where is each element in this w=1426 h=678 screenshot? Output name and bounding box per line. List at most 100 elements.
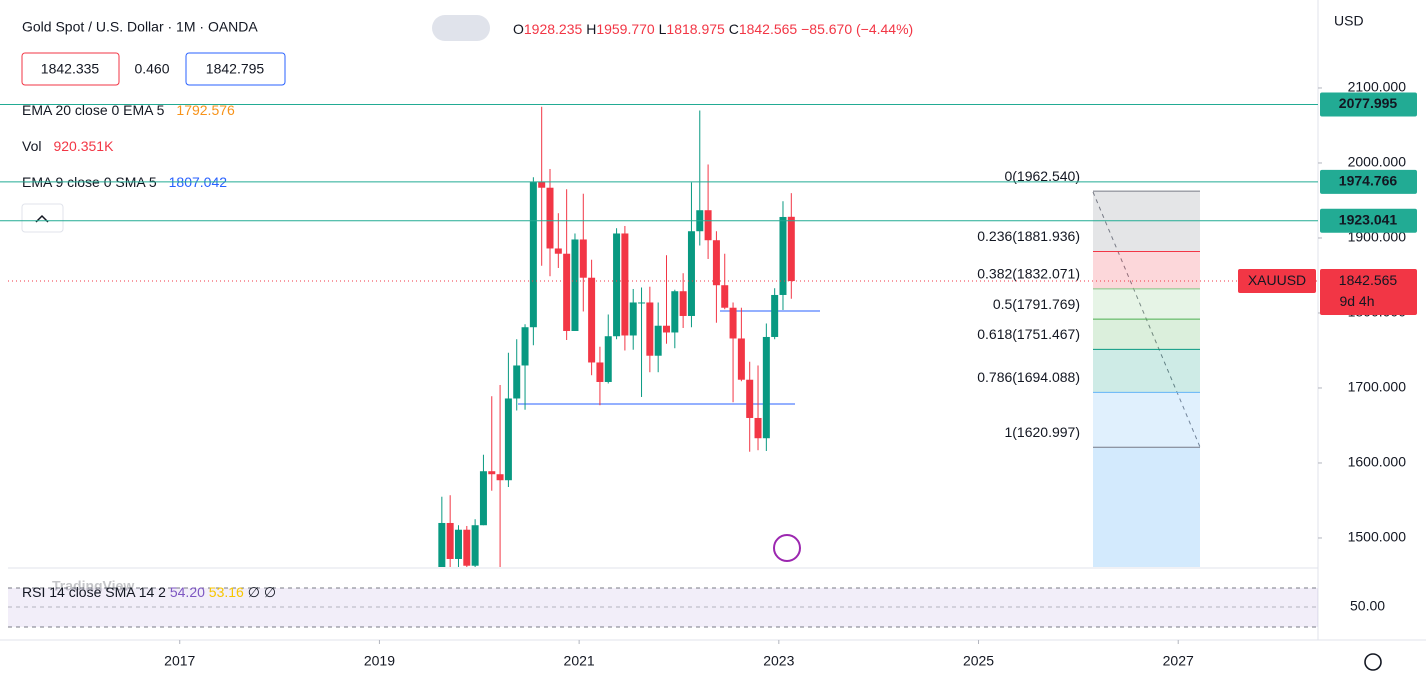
candle-body bbox=[604, 336, 612, 382]
rsi-value: ∅ bbox=[248, 584, 260, 600]
watermark: TradingView bbox=[52, 578, 134, 594]
candle-body bbox=[488, 471, 496, 475]
fib-label: 0.618(1751.467) bbox=[977, 326, 1080, 342]
settings-icon[interactable] bbox=[1364, 653, 1382, 671]
symbol-title: Gold Spot / U.S. Dollar · 1M · OANDA bbox=[22, 19, 258, 35]
candle-body bbox=[529, 181, 537, 328]
y-tick-label: 1500.000 bbox=[1348, 529, 1407, 545]
x-tick-label: 2017 bbox=[164, 653, 195, 669]
sell-price: 1842.335 bbox=[41, 61, 100, 77]
candle-body bbox=[579, 239, 587, 278]
candle-body bbox=[712, 240, 720, 286]
ohlc-value: 1818.975 bbox=[666, 21, 725, 37]
candle-body bbox=[721, 285, 729, 308]
fib-label: 0.5(1791.769) bbox=[993, 296, 1080, 312]
spread: 0.460 bbox=[134, 61, 169, 77]
y-tick-label: 1600.000 bbox=[1348, 454, 1407, 470]
countdown: 9d 4h bbox=[1339, 293, 1374, 309]
symbol-label: XAUUSD bbox=[1248, 272, 1306, 288]
currency[interactable]: USD bbox=[1334, 13, 1364, 29]
price-label-box bbox=[1320, 169, 1417, 194]
fib-label: 1(1620.997) bbox=[1004, 424, 1080, 440]
y-tick-label: 1700.000 bbox=[1348, 379, 1407, 395]
rsi-legend: RSI 14 close SMA 14 2 54.20 53.16 ∅ ∅ bbox=[22, 584, 276, 600]
candle-body bbox=[538, 181, 546, 188]
symbol-label-box bbox=[1238, 269, 1316, 294]
candle-body bbox=[638, 302, 646, 304]
ohlc-key: O bbox=[513, 21, 524, 37]
ohlc-key: H bbox=[586, 21, 596, 37]
change: −85.670 (−4.44%) bbox=[801, 21, 913, 37]
rsi-value: ∅ bbox=[264, 584, 276, 600]
candle-body bbox=[762, 336, 770, 439]
price-label: 2077.995 bbox=[1339, 95, 1398, 111]
candle-body bbox=[479, 471, 487, 526]
rsi-tick: 50.00 bbox=[1350, 598, 1385, 614]
fib-extension-band bbox=[1093, 447, 1200, 567]
ohlc-key: L bbox=[659, 21, 667, 37]
rsi-value: 54.20 bbox=[170, 584, 205, 600]
candle-body bbox=[704, 210, 712, 241]
candle-body bbox=[629, 302, 637, 336]
events-icon[interactable] bbox=[773, 534, 801, 562]
indicator-value: 920.351K bbox=[53, 138, 114, 154]
candle-body bbox=[679, 291, 687, 316]
ohlc-value: 1842.565 bbox=[739, 21, 798, 37]
candle-body bbox=[596, 362, 604, 382]
x-tick-label: 2021 bbox=[564, 653, 595, 669]
indicator-legend: Vol 920.351K bbox=[22, 138, 114, 154]
candle-body bbox=[504, 398, 512, 481]
candle-body bbox=[496, 474, 504, 481]
candle-body bbox=[621, 233, 629, 336]
fib-band bbox=[1093, 191, 1200, 252]
candle-body bbox=[771, 294, 779, 337]
fib-band bbox=[1093, 288, 1200, 320]
fib-label: 0(1962.540) bbox=[1004, 168, 1080, 184]
fib-label: 0.236(1881.936) bbox=[977, 228, 1080, 244]
ohlc-value: 1959.770 bbox=[596, 21, 655, 37]
candle-body bbox=[454, 529, 462, 559]
collapse-button[interactable] bbox=[21, 203, 64, 233]
indicator-name: EMA 20 close 0 EMA 5 bbox=[22, 102, 165, 118]
fib-band bbox=[1093, 319, 1200, 350]
compare-toggle[interactable] bbox=[432, 15, 490, 41]
candle-body bbox=[554, 248, 562, 254]
candle-body bbox=[671, 291, 679, 333]
candle-body bbox=[463, 529, 471, 566]
x-tick-label: 2023 bbox=[763, 653, 794, 669]
candle-body bbox=[729, 307, 737, 339]
candle-body bbox=[546, 187, 554, 249]
candle-body bbox=[563, 253, 571, 331]
indicator-value: 1792.576 bbox=[176, 102, 235, 118]
fib-band bbox=[1093, 251, 1200, 289]
candle-body bbox=[471, 525, 479, 566]
candle-body bbox=[687, 231, 695, 316]
chevron-icon bbox=[35, 214, 49, 223]
fib-label: 0.382(1832.071) bbox=[977, 266, 1080, 282]
candle-body bbox=[787, 216, 795, 282]
candle-body bbox=[746, 379, 754, 418]
price-label-box bbox=[1320, 92, 1417, 117]
indicator-legend: EMA 20 close 0 EMA 5 1792.576 bbox=[22, 102, 235, 118]
price-label: 1974.766 bbox=[1339, 173, 1398, 189]
rsi-name: RSI 14 close SMA 14 2 bbox=[22, 584, 166, 600]
candle-body bbox=[438, 522, 446, 567]
candle-body bbox=[521, 327, 529, 366]
fib-band bbox=[1093, 392, 1200, 448]
sell-button[interactable] bbox=[21, 52, 120, 86]
plot bbox=[438, 106, 1200, 567]
buy-price: 1842.795 bbox=[206, 61, 265, 77]
last-price: 1842.565 bbox=[1339, 272, 1398, 288]
x-tick-label: 2019 bbox=[364, 653, 395, 669]
candle-body bbox=[446, 522, 454, 559]
price-label: 1923.041 bbox=[1339, 211, 1398, 227]
y-tick-label: 2000.000 bbox=[1348, 154, 1407, 170]
indicator-name: Vol bbox=[22, 138, 41, 154]
candle-body bbox=[571, 239, 579, 331]
y-tick-label: 2100.000 bbox=[1348, 79, 1407, 95]
fib-label: 0.786(1694.088) bbox=[977, 369, 1080, 385]
candle-body bbox=[737, 338, 745, 380]
buy-button[interactable] bbox=[185, 52, 286, 86]
